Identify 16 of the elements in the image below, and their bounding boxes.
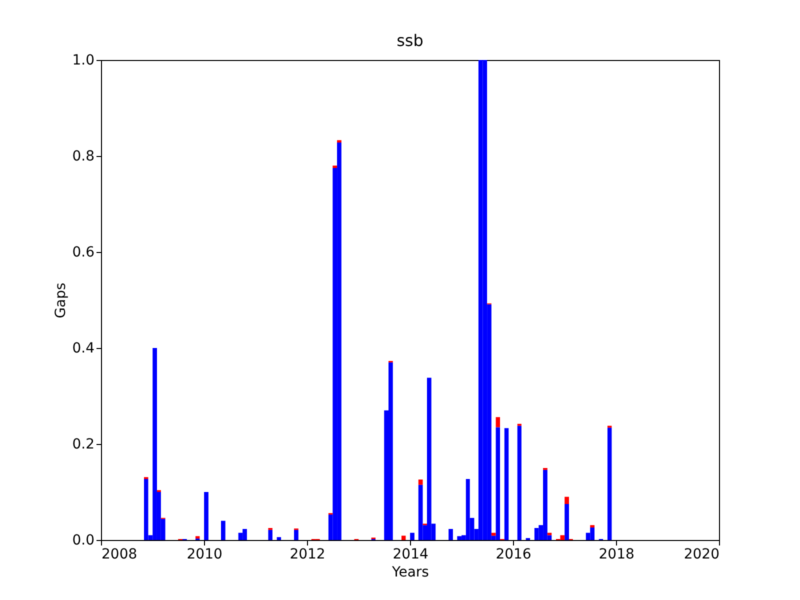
x-tick-label: 2018 [598,546,634,562]
x-axis-title: Years [391,564,429,580]
y-tick-label: 0.6 [72,244,95,260]
y-tick-label: 0.4 [72,340,95,356]
y-tick-label: 0.0 [72,532,94,548]
y-tick-label: 0.2 [72,436,94,452]
y-axis-title: Gaps [53,282,70,318]
y-tick-label: 0.8 [72,148,94,164]
chart-title: ssb [396,31,424,50]
x-tick-label: 2014 [392,546,428,562]
y-tick-label: 1.0 [72,52,94,68]
x-tick-label: 2016 [496,546,532,562]
x-tick-label: 2012 [290,546,326,562]
x-tick-label: 2008 [102,546,138,562]
x-tick-label: 2020 [684,546,720,562]
x-tick-label: 2010 [186,546,222,562]
